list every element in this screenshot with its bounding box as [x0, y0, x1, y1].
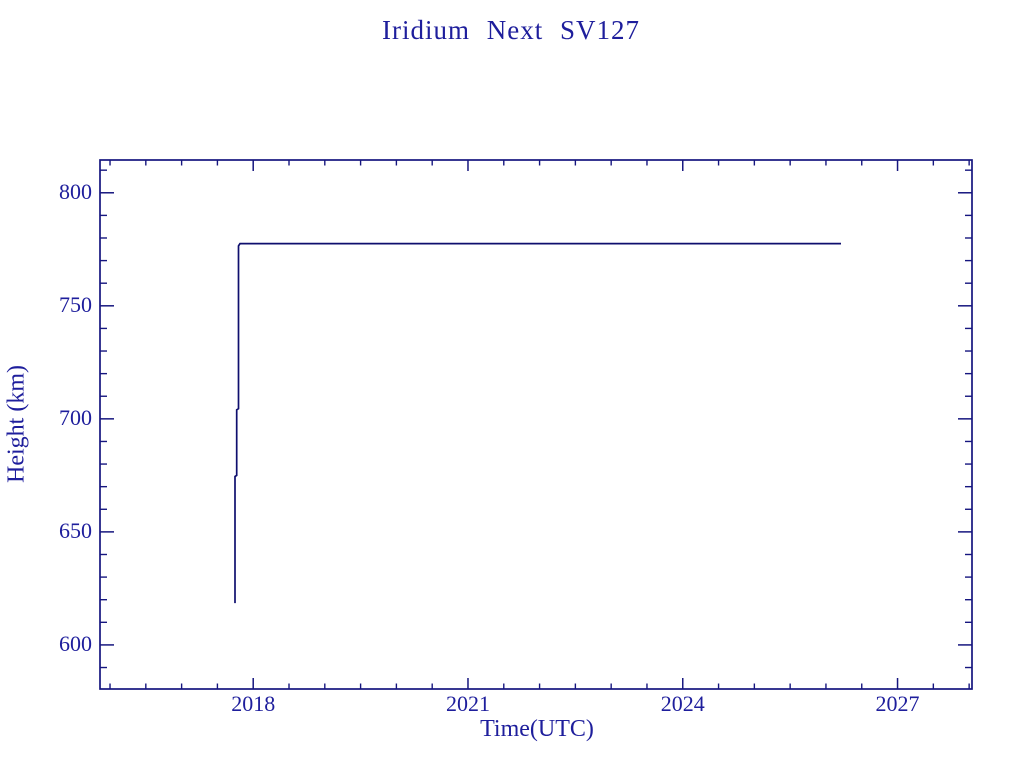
x-tick-label: 2018 [231, 691, 276, 716]
y-tick-label: 600 [59, 630, 92, 656]
x-tick-label: 2021 [445, 691, 490, 716]
chart-title: Iridium Next SV127 [382, 15, 640, 45]
x-tick-label: 2024 [660, 691, 705, 716]
y-tick-label: 650 [59, 517, 92, 543]
y-tick-label: 800 [59, 178, 92, 204]
x-axis-label: Time(UTC) [480, 716, 594, 742]
data-line-orbit-height [234, 242, 841, 604]
x-tick-label: 2027 [875, 691, 920, 716]
y-tick-label: 750 [59, 291, 92, 317]
y-tick-label: 700 [59, 404, 92, 430]
